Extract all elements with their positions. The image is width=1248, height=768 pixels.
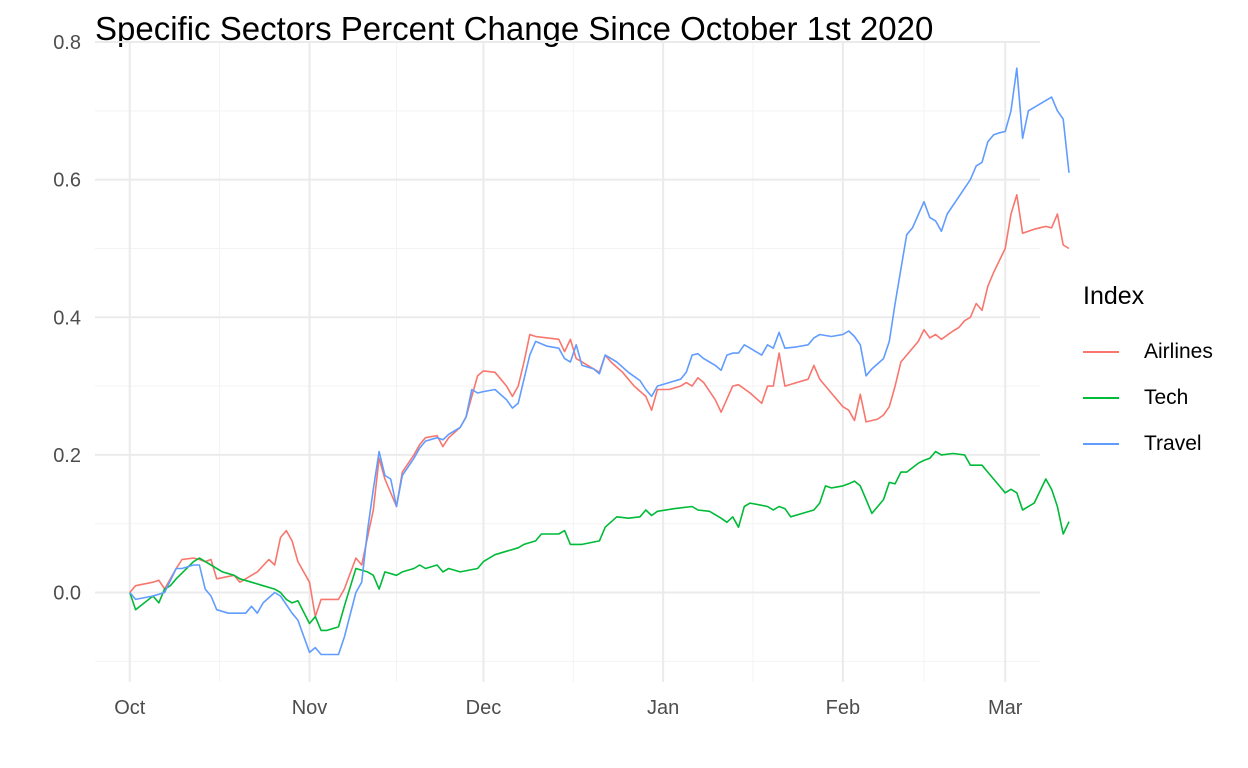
x-axis: Oct Nov Dec Jan Feb Mar [114, 697, 1023, 719]
series-line-travel [129, 67, 1070, 656]
legend-swatch [1083, 397, 1119, 399]
legend-swatch [1083, 351, 1119, 353]
x-tick-label: Jan [647, 697, 679, 719]
legend-swatch [1083, 443, 1119, 445]
x-tick-label: Mar [988, 697, 1023, 719]
y-tick-label: 0.2 [53, 445, 81, 467]
y-tick-label: 0.6 [53, 170, 81, 192]
x-tick-label: Oct [114, 697, 146, 719]
legend-label: Airlines [1144, 340, 1213, 363]
y-tick-label: 0.8 [53, 32, 81, 54]
legend-label: Tech [1144, 386, 1189, 409]
legend-item-tech: Tech [1083, 375, 1213, 421]
y-tick-label: 0.0 [53, 583, 81, 605]
legend-title: Index [1083, 282, 1145, 310]
series-line-airlines [129, 194, 1070, 618]
x-tick-label: Dec [466, 697, 502, 719]
legend-item-travel: Travel [1083, 421, 1213, 467]
x-tick-label: Nov [292, 697, 328, 719]
series-lines [129, 67, 1070, 656]
y-tick-label: 0.4 [53, 307, 81, 329]
x-tick-label: Feb [826, 697, 860, 719]
grid-major [95, 41, 1040, 682]
y-axis: 0.0 0.2 0.4 0.6 0.8 [53, 32, 81, 605]
series-line-tech [129, 450, 1070, 632]
legend-items: Airlines Tech Travel [1083, 329, 1213, 467]
grid-minor [95, 42, 1040, 682]
legend-label: Travel [1144, 432, 1202, 455]
legend-item-airlines: Airlines [1083, 329, 1213, 375]
legend: Index Airlines Tech Travel [1083, 282, 1213, 467]
chart-title: Specific Sectors Percent Change Since Oc… [95, 10, 934, 47]
